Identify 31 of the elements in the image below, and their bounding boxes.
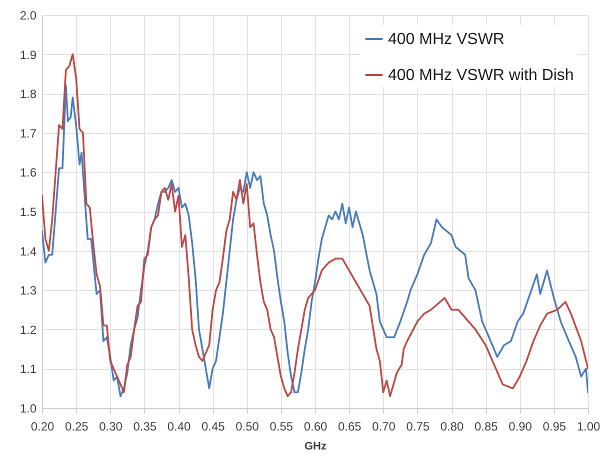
x-tick-label: 0.45 (201, 420, 226, 434)
x-tick-label: 0.60 (304, 420, 328, 434)
x-tick-label: 0.65 (338, 420, 362, 434)
y-tick-label: 1.6 (20, 166, 37, 180)
legend-label: 400 MHz VSWR with Dish (388, 67, 574, 84)
y-tick-label: 1.0 (20, 402, 37, 416)
y-tick-label: 2.0 (20, 8, 37, 22)
x-tick-label: 0.50 (236, 420, 260, 434)
x-axis-title: GHz (304, 440, 327, 452)
y-tick-label: 1.5 (20, 205, 37, 219)
y-tick-label: 1.3 (20, 284, 37, 298)
y-tick-label: 1.8 (20, 87, 37, 102)
y-tick-label: 1.1 (20, 362, 37, 376)
y-tick-label: 1.7 (20, 126, 37, 140)
y-tick-label: 1.4 (20, 244, 37, 258)
x-tick-label: 0.30 (99, 420, 123, 434)
x-tick-label: 0.80 (440, 420, 464, 434)
x-tick-label: 0.35 (133, 420, 157, 434)
x-tick-label: 0.85 (474, 420, 498, 434)
x-tick-label: 0.75 (406, 420, 430, 434)
x-tick-label: 0.20 (30, 420, 54, 434)
x-tick-label: 0.95 (542, 420, 566, 434)
legend-label: 400 MHz VSWR (388, 31, 504, 48)
x-tick-label: 0.25 (64, 420, 89, 434)
y-tick-label: 1.2 (20, 322, 37, 337)
x-tick-label: 0.90 (508, 420, 532, 434)
x-tick-label: 0.40 (167, 420, 191, 434)
x-tick-label: 0.70 (372, 420, 396, 434)
x-tick-label: 1.00 (576, 420, 600, 434)
y-tick-label: 1.9 (20, 48, 37, 62)
x-tick-label: 0.55 (270, 420, 294, 434)
